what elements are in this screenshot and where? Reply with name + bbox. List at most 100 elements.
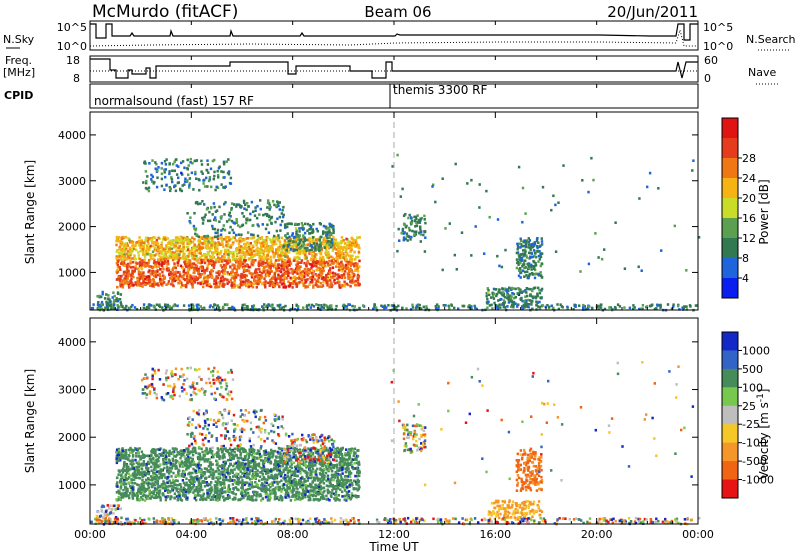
power-echo-cell: [678, 308, 681, 311]
power-echo-cell: [235, 205, 238, 208]
power-echo-cell: [397, 304, 400, 308]
power-echo-cell: [124, 276, 127, 280]
power-echo-cell: [315, 227, 318, 231]
power-echo-cell: [303, 246, 307, 250]
power-echo-cell: [288, 284, 292, 287]
power-echo-cell: [536, 246, 539, 250]
power-echo-cell: [201, 200, 204, 203]
power-echo-cell: [108, 298, 111, 302]
power-echo-cell: [294, 242, 298, 245]
vel-echo-cell: [288, 486, 291, 490]
vel-echo-cell: [302, 483, 305, 487]
power-echo-cell: [350, 279, 354, 282]
power-echo-cell: [186, 242, 189, 245]
power-echo-cell: [524, 289, 527, 292]
power-echo-cell: [507, 301, 511, 304]
power-echo-cell: [171, 269, 175, 272]
power-echo-cell: [533, 254, 536, 258]
power-echo-cell: [162, 281, 166, 284]
power-echo-cell: [195, 259, 198, 263]
vel-echo-cell: [200, 472, 203, 475]
power-echo-cell: [270, 216, 273, 220]
power-echo-cell: [540, 240, 544, 243]
power-echo-cell: [413, 233, 416, 236]
vel-echo-cell: [280, 487, 284, 491]
vel-echo-cell: [186, 490, 189, 494]
power-echo-cell: [216, 231, 219, 235]
power-echo-cell: [130, 250, 133, 254]
power-echo-cell: [333, 278, 336, 282]
power-echo-cell: [233, 203, 236, 206]
power-echo-cell: [298, 273, 301, 277]
power-echo-cell: [116, 260, 120, 263]
vel-echo-cell: [305, 455, 308, 459]
power-echo-cell: [414, 306, 418, 310]
power-echo-cell: [538, 288, 541, 292]
power-echo-cell: [519, 271, 523, 275]
power-echo-cell: [287, 259, 290, 263]
power-echo-cell: [214, 261, 217, 264]
power-echo-cell: [302, 243, 305, 246]
power-echo-cell: [124, 307, 127, 311]
vel-echo-cell: [245, 468, 248, 472]
power-echo-cell: [343, 272, 346, 276]
power-echo-cell: [265, 239, 268, 242]
vel-echo-cell: [136, 496, 139, 500]
power-echo-cell: [180, 281, 183, 285]
power-echo-cell: [516, 305, 519, 308]
power-echo-cell: [301, 274, 304, 277]
power-echo-cell: [193, 277, 196, 280]
power-echo-cell: [274, 278, 277, 282]
power-echo-cell: [319, 260, 322, 264]
power-echo-cell: [336, 262, 339, 265]
power-echo-cell: [243, 275, 247, 279]
power-echo-cell: [413, 230, 416, 234]
power-echo-cell: [344, 283, 347, 286]
power-echo-cell: [136, 279, 139, 283]
power-echo-cell: [241, 276, 244, 279]
power-echo-cell: [172, 253, 176, 257]
power-echo-cell: [269, 240, 273, 244]
vel-echo-cell: [223, 490, 226, 494]
power-echo-cell: [122, 281, 125, 285]
power-echo-cell: [520, 305, 524, 308]
power-echo-cell: [523, 306, 526, 309]
power-echo-cell: [263, 284, 267, 287]
power-echo-cell: [275, 248, 278, 251]
power-echo-cell: [648, 171, 652, 175]
power-echo-cell: [192, 254, 195, 257]
power-echo-cell: [395, 305, 398, 309]
vel-echo-cell: [301, 477, 304, 480]
power-echo-cell: [344, 255, 348, 258]
power-echo-cell: [176, 255, 179, 259]
power-echo-cell: [419, 229, 422, 232]
power-echo-cell: [223, 176, 226, 179]
power-echo-cell: [256, 239, 259, 242]
power-echo-cell: [271, 250, 275, 254]
vel-echo-cell: [252, 498, 255, 502]
power-echo-cell: [351, 254, 354, 258]
power-echo-cell: [161, 238, 165, 241]
vel-echo-cell: [127, 468, 131, 472]
power-echo-cell: [356, 262, 359, 266]
power-echo-cell: [303, 257, 307, 260]
power-echo-cell: [530, 246, 533, 250]
power-echo-cell: [227, 170, 231, 173]
cpid-panel: CPID normalsound (fast) 157 RF themis 33…: [4, 83, 699, 109]
vel-echo-cell: [293, 446, 297, 450]
vel-echo-cell: [330, 491, 334, 495]
power-echo-cell: [242, 215, 246, 218]
vel-echo-cell: [344, 470, 348, 474]
power-echo-cell: [210, 243, 213, 247]
power-echo-cell: [200, 254, 204, 257]
power-echo-cell: [239, 260, 243, 264]
power-echo-cell: [349, 268, 353, 272]
power-echo-cell: [524, 250, 527, 253]
vel-echo-cell: [164, 453, 167, 457]
power-echo-cell: [276, 250, 280, 253]
power-echo-cell: [133, 257, 136, 261]
power-echo-cell: [118, 298, 122, 301]
power-echo-cell: [198, 257, 201, 260]
power-echo-cell: [122, 246, 126, 250]
power-echo-cell: [278, 285, 281, 289]
